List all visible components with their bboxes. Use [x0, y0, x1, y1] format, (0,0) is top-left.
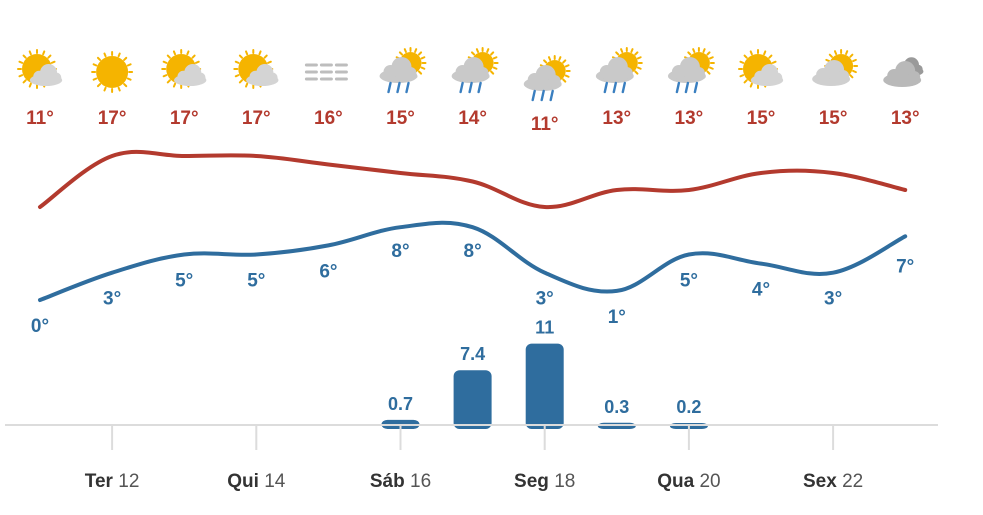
low-temperature-label: 6° [319, 261, 337, 282]
x-tick-day-number: 18 [554, 471, 575, 492]
low-temperature-label: 1° [608, 307, 626, 328]
high-temperature-label: 13° [602, 108, 631, 129]
x-tick-day-name: Qua [657, 471, 694, 492]
rain-sun-icon [451, 47, 499, 94]
sun-icon [91, 51, 134, 93]
precipitation-bars: 0.7 7.4 11 0.3 0.2 [381, 318, 708, 429]
low-temperature-label: 4° [752, 280, 770, 301]
low-temperature-label: 8° [391, 241, 409, 262]
precipitation-value-label: 11 [535, 318, 554, 338]
low-temperature-label: 7° [896, 256, 914, 277]
high-temperature-label: 15° [386, 108, 415, 129]
precipitation-value-label: 0.7 [388, 394, 413, 414]
partly-sunny-icon [161, 49, 207, 89]
x-tick-day-number: 14 [264, 471, 286, 492]
x-tick-day-number: 16 [410, 471, 431, 492]
low-temperature-label: 0° [31, 316, 49, 337]
x-tick-label: Sáb 16 [370, 471, 431, 492]
precipitation-bar [453, 370, 492, 429]
high-temperature-label: 15° [747, 108, 776, 129]
x-tick-label: Seg 18 [514, 471, 575, 492]
partly-sunny-icon [738, 49, 784, 89]
x-tick-day-number: 22 [842, 471, 863, 492]
high-temperature-label: 11° [531, 114, 559, 135]
high-temperature-label: 16° [314, 108, 343, 129]
low-temperature-labels: 0° 3° 5° 5° 6° 8° 8° 3° 1° 5° 4° 3° 7° [31, 241, 914, 337]
x-tick-day-name: Sex [803, 471, 837, 492]
mostly-cloudy-sun-icon [812, 49, 859, 86]
cloud-icon [883, 57, 924, 87]
rain-sun-icon [523, 55, 571, 102]
precipitation-bar [525, 343, 564, 429]
x-tick-label: Sex 22 [803, 471, 863, 492]
partly-sunny-icon [17, 49, 63, 89]
rain-sun-icon [379, 47, 427, 94]
high-temperature-label: 17° [98, 108, 127, 129]
low-temperature-label: 3° [103, 289, 121, 310]
x-tick-day-name: Sáb [370, 471, 405, 492]
rain-sun-icon [667, 47, 715, 94]
high-temperature-label: 15° [819, 108, 848, 129]
x-tick-label: Ter 12 [85, 471, 140, 492]
low-temperature-label: 3° [536, 289, 554, 310]
partly-sunny-icon [233, 49, 279, 89]
x-tick-day-number: 12 [118, 471, 139, 492]
x-tick-day-name: Qui [227, 471, 259, 492]
temperature-lines [38, 149, 908, 302]
high-temperature-label: 11° [26, 108, 54, 129]
low-temperature-label: 5° [175, 271, 193, 292]
precipitation-value-label: 0.2 [676, 397, 701, 417]
high-temperature-label: 14° [458, 108, 487, 129]
x-tick-day-number: 20 [699, 471, 720, 492]
x-tick-day-name: Seg [514, 471, 549, 492]
precipitation-value-label: 0.3 [604, 397, 629, 417]
x-tick-label: Qua 20 [657, 471, 720, 492]
high-temperature-labels: 11° 17° 17° 17° 16° 15° 14° 11° 13° 13° 15° 15° 13° [26, 108, 919, 135]
high-temperature-label: 17° [170, 108, 199, 129]
precipitation-value-label: 7.4 [460, 344, 485, 364]
x-tick-label: Qui 14 [227, 471, 286, 492]
low-temperature-label: 3° [824, 289, 842, 310]
high-temperature-line [38, 149, 908, 210]
fog-icon [304, 63, 352, 81]
low-temperature-label: 5° [680, 271, 698, 292]
high-temperature-label: 13° [675, 108, 704, 129]
high-temperature-label: 13° [891, 108, 920, 129]
low-temperature-label: 5° [247, 271, 265, 292]
rain-sun-icon [595, 47, 643, 94]
x-axis: Ter 12 Qui 14 Sáb 16 Seg 18 Qua 20 Sex 22 [5, 424, 938, 492]
low-temperature-label: 8° [464, 241, 482, 262]
x-tick-day-name: Ter [85, 471, 114, 492]
high-temperature-label: 17° [242, 108, 271, 129]
low-temperature-line [38, 220, 908, 302]
weather-icons [17, 47, 924, 102]
